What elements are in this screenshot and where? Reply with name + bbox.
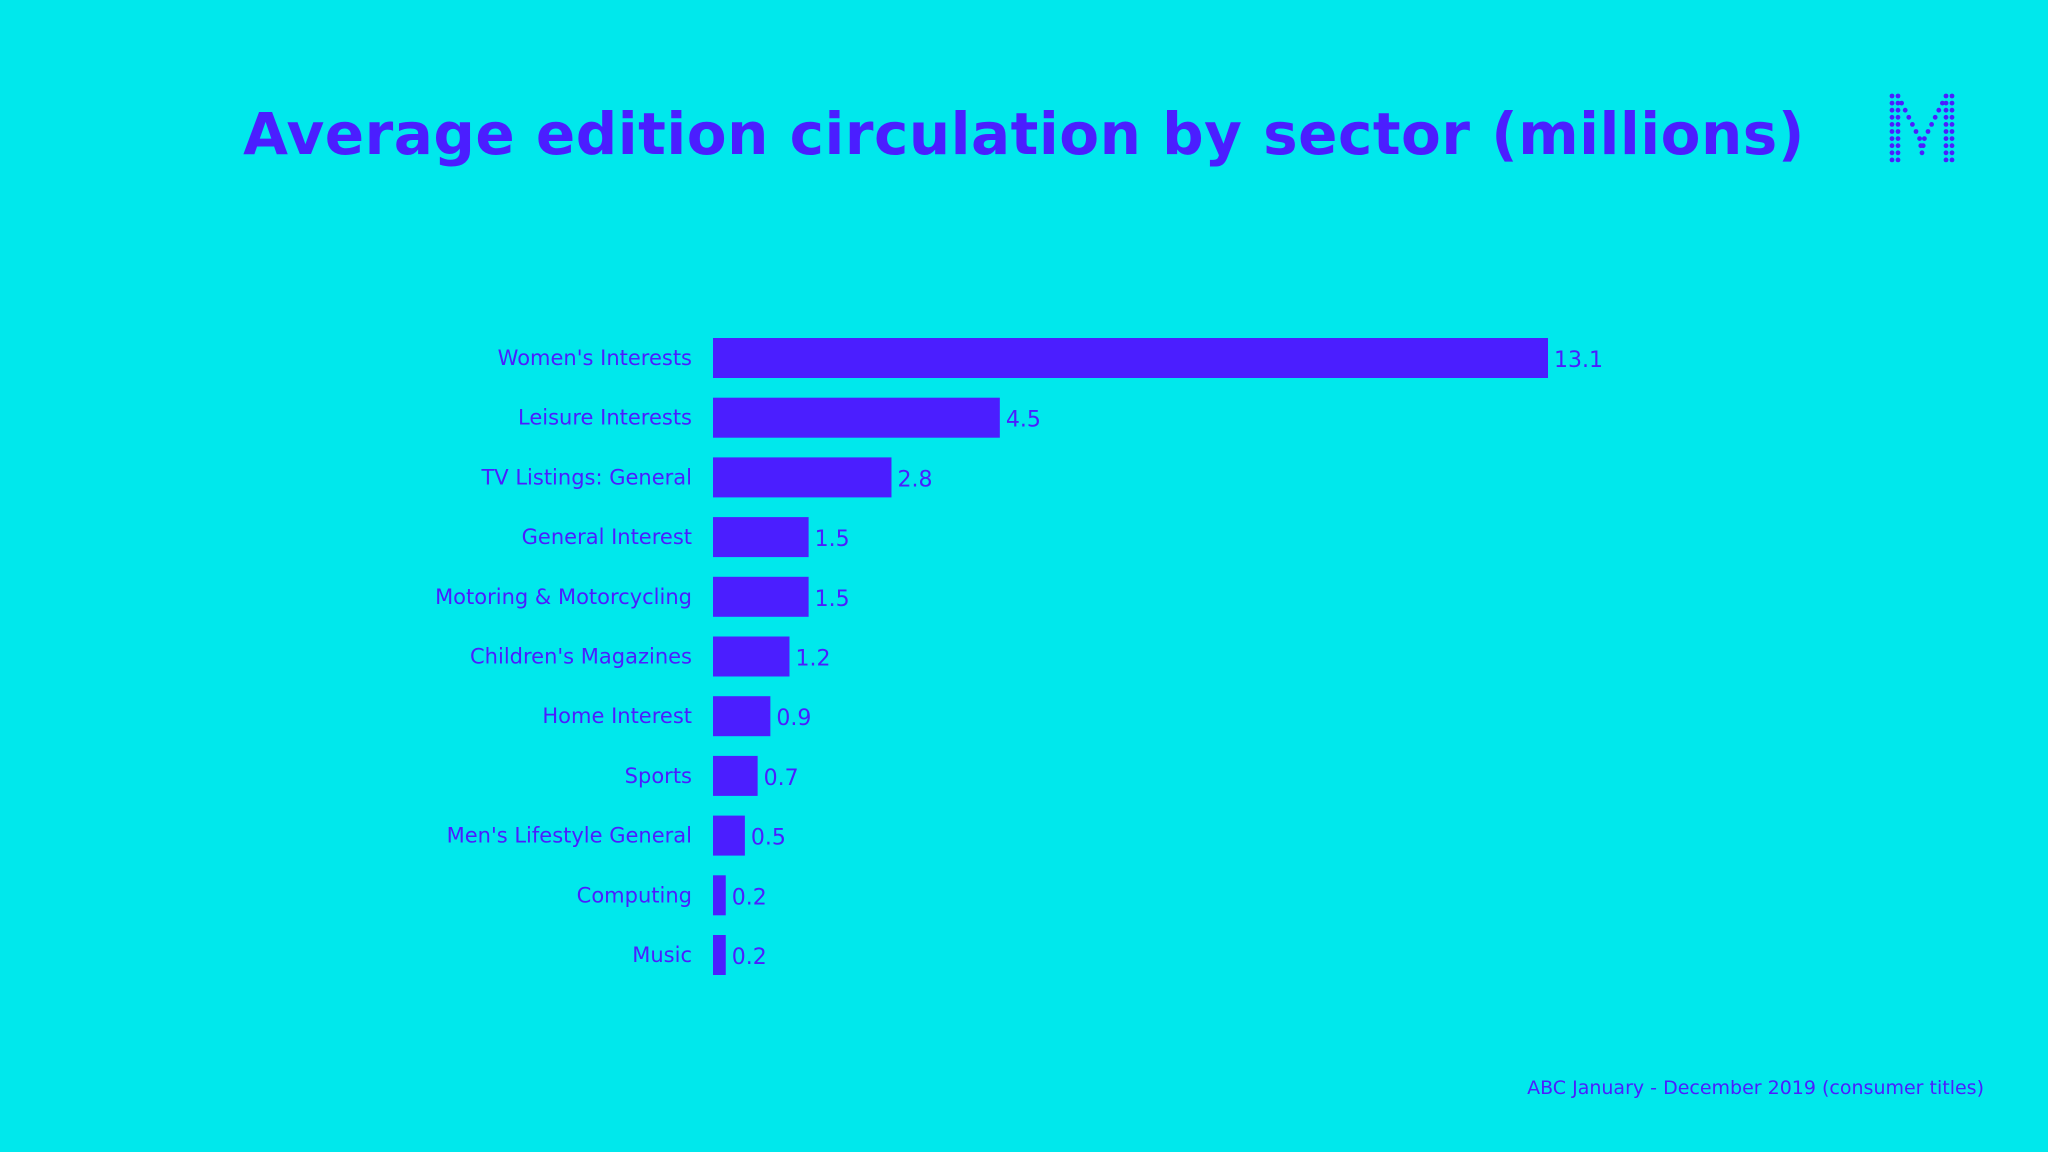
value-label: 13.1 <box>1554 348 1603 373</box>
value-label: 0.2 <box>732 885 767 910</box>
logo-dot <box>1889 107 1895 113</box>
logo-dot <box>1949 93 1955 99</box>
logo-dot <box>1895 150 1901 156</box>
logo-dot <box>1895 114 1901 120</box>
logo-dot <box>1943 129 1949 134</box>
m-logo-icon <box>1889 93 1955 163</box>
logo-dot <box>1949 107 1955 113</box>
category-label: Motoring & Motorcycling <box>435 585 692 609</box>
logo-dot <box>1949 157 1955 163</box>
logo-dot <box>1949 129 1955 134</box>
category-label: Women's Interests <box>498 346 692 370</box>
logo-dot <box>1943 136 1949 141</box>
logo-dot <box>1895 143 1901 149</box>
logo-dot <box>1889 150 1895 156</box>
logo-dot <box>1949 150 1955 156</box>
logo-dot <box>1943 100 1949 106</box>
logo-dot <box>1895 93 1901 99</box>
bar <box>713 457 892 498</box>
bar <box>713 935 726 975</box>
logo-dot <box>1895 157 1901 163</box>
logo-dot <box>1889 136 1895 141</box>
logo-dot <box>1899 100 1904 106</box>
value-label: 0.9 <box>776 706 811 731</box>
logo-dot <box>1949 122 1955 127</box>
value-label: 0.7 <box>764 766 799 791</box>
bar <box>713 338 1548 378</box>
logo-dot <box>1943 107 1949 113</box>
category-label: Leisure Interests <box>518 406 692 430</box>
category-label: Music <box>632 943 692 967</box>
logo-dot <box>1919 150 1925 156</box>
category-label: Home Interest <box>542 704 692 728</box>
bar <box>713 636 790 677</box>
logo-dot <box>1943 93 1949 99</box>
value-label: 1.5 <box>815 527 850 552</box>
bar <box>713 755 758 796</box>
logo-dot <box>1910 122 1915 127</box>
logo-dot <box>1917 136 1922 141</box>
logo-dot <box>1889 114 1895 120</box>
logo-dot <box>1936 107 1942 113</box>
logo-dot <box>1949 136 1955 141</box>
bar <box>713 397 1000 438</box>
logo-dot <box>1895 122 1901 127</box>
logo-dot <box>1895 129 1901 134</box>
bar <box>713 815 745 856</box>
logo-dot <box>1922 136 1927 141</box>
category-label: Men's Lifestyle General <box>447 824 692 848</box>
logo-dot <box>1889 129 1895 134</box>
logo-dot <box>1929 122 1934 127</box>
category-label: Computing <box>577 883 692 907</box>
logo-dot <box>1925 129 1931 134</box>
logo-dot <box>1932 114 1938 120</box>
logo-dot <box>1949 100 1955 106</box>
logo-dot <box>1949 114 1955 120</box>
source-note: ABC January - December 2019 (consumer ti… <box>1527 1077 1984 1099</box>
logo-dot <box>1889 100 1895 106</box>
logo-dot <box>1943 122 1949 127</box>
logo-dot <box>1943 114 1949 120</box>
logo-dot <box>1895 136 1901 141</box>
logo-dot <box>1918 143 1924 149</box>
chart-title: Average edition circulation by sector (m… <box>243 100 1805 168</box>
logo-dot <box>1902 107 1908 113</box>
logo-dot <box>1889 157 1895 163</box>
logo-dot <box>1889 143 1895 149</box>
logo-dot <box>1943 150 1949 156</box>
logo-dot <box>1949 143 1955 149</box>
logo-dot <box>1895 107 1901 113</box>
value-label: 2.8 <box>897 467 932 492</box>
logo-dot <box>1943 157 1949 163</box>
logo-dot <box>1889 122 1895 127</box>
bar <box>713 696 771 737</box>
category-label: TV Listings: General <box>480 465 692 489</box>
value-label: 1.5 <box>815 587 850 612</box>
logo-dot <box>1889 93 1895 99</box>
value-label: 0.2 <box>732 945 767 970</box>
logo-dot <box>1906 114 1912 120</box>
bar <box>713 875 726 916</box>
category-label: General Interest <box>522 525 692 549</box>
logo-dot <box>1943 143 1949 149</box>
category-label: Sports <box>625 764 692 788</box>
logo-dot <box>1940 100 1945 106</box>
value-label: 0.5 <box>751 826 786 851</box>
bar <box>713 576 809 617</box>
logo-dot <box>1913 129 1919 134</box>
logo-dot <box>1895 100 1901 106</box>
value-label: 4.5 <box>1006 408 1041 433</box>
bar <box>713 517 809 558</box>
value-label: 1.2 <box>795 647 830 672</box>
category-label: Children's Magazines <box>470 645 692 669</box>
